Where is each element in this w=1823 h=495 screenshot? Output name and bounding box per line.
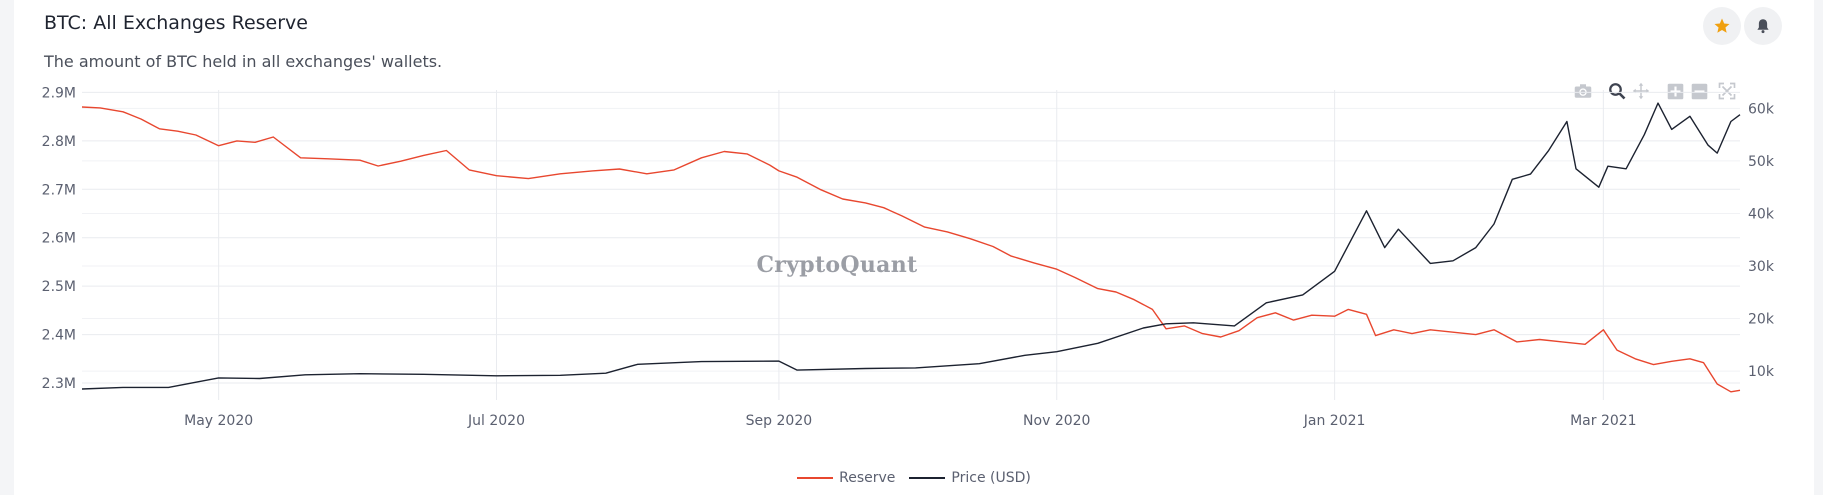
pan-button[interactable] xyxy=(1630,80,1652,102)
y-right-tick-label: 30k xyxy=(1748,259,1775,275)
pan-icon xyxy=(1632,82,1650,100)
bell-icon xyxy=(1757,19,1769,34)
legend-swatch-price xyxy=(909,477,946,479)
y-right-tick-label: 40k xyxy=(1748,206,1775,222)
chart-subtitle: The amount of BTC held in all exchanges'… xyxy=(44,52,443,71)
zoom-in-icon xyxy=(1667,83,1683,99)
legend-label-price: Price (USD) xyxy=(951,470,1031,486)
y-left-tick-label: 2.7M xyxy=(42,182,76,198)
x-tick-label: Jul 2020 xyxy=(467,413,525,429)
zoom-out-icon xyxy=(1691,83,1707,99)
x-tick-label: Nov 2020 xyxy=(1023,413,1090,429)
y-right-tick-label: 50k xyxy=(1748,154,1775,170)
x-tick-label: Mar 2021 xyxy=(1570,413,1637,429)
legend-item-price[interactable]: Price (USD) xyxy=(909,470,1031,486)
zoom-out-button[interactable] xyxy=(1688,80,1710,102)
y-left-tick-label: 2.9M xyxy=(42,85,76,101)
legend-label-reserve: Reserve xyxy=(839,470,896,486)
autoscale-button[interactable] xyxy=(1716,80,1738,102)
star-icon xyxy=(1714,18,1730,33)
x-tick-label: May 2020 xyxy=(184,413,253,429)
series-line-reserve xyxy=(81,106,1741,393)
x-tick-label: Sep 2020 xyxy=(746,413,812,429)
y-left-tick-label: 2.3M xyxy=(42,376,76,392)
y-left-tick-label: 2.6M xyxy=(42,231,76,247)
y-left-tick-label: 2.5M xyxy=(42,279,76,295)
y-right-tick-label: 20k xyxy=(1748,312,1775,328)
y-right-tick-label: 60k xyxy=(1748,101,1775,117)
y-left-tick-label: 2.4M xyxy=(42,328,76,344)
chart-card: BTC: All Exchanges Reserve The amount of… xyxy=(14,0,1814,495)
autoscale-icon xyxy=(1718,82,1736,100)
legend-item-reserve[interactable]: Reserve xyxy=(797,470,895,486)
watermark: CryptoQuant xyxy=(756,252,918,278)
legend-swatch-reserve xyxy=(797,477,834,479)
favorite-button[interactable] xyxy=(1703,7,1741,45)
zoom-button[interactable] xyxy=(1606,80,1628,102)
series-line-price xyxy=(81,102,1741,390)
zoom-in-button[interactable] xyxy=(1664,80,1686,102)
x-tick-label: Jan 2021 xyxy=(1303,413,1366,429)
zoom-icon xyxy=(1609,83,1626,100)
chart-legend: Reserve Price (USD) xyxy=(14,470,1814,486)
alert-button[interactable] xyxy=(1744,7,1782,45)
y-left-tick-label: 2.8M xyxy=(42,134,76,150)
chart-title: BTC: All Exchanges Reserve xyxy=(44,12,308,34)
chart-plot[interactable]: 2.3M 2.4M 2.5M 2.6M 2.7M 2.8M 2.9M 10k 20k 30k 40… xyxy=(14,0,1814,470)
y-right-tick-label: 10k xyxy=(1748,364,1775,380)
